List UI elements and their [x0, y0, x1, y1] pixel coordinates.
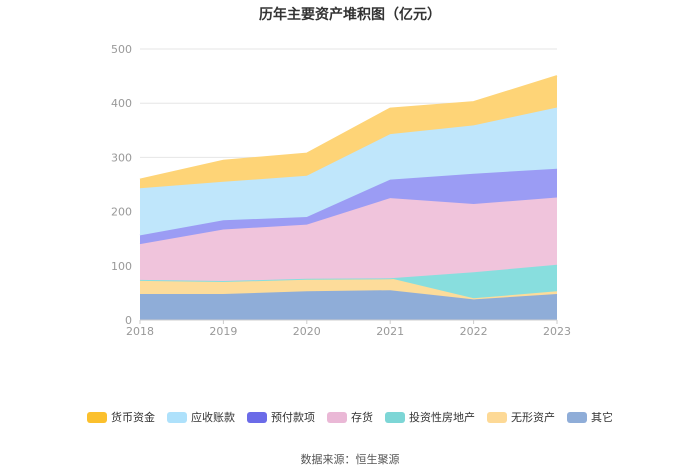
legend-item[interactable]: 无形资产 — [487, 409, 555, 425]
legend-label: 其它 — [591, 411, 613, 424]
area-layer — [139, 75, 558, 320]
x-tick-label: 2020 — [293, 325, 321, 338]
area-edge-货币资金 — [139, 75, 558, 181]
legend: 货币资金 应收账款 预付款项 存货 投资性房地产 无形资产 其它 — [0, 409, 700, 425]
legend-item[interactable]: 预付款项 — [247, 409, 315, 425]
y-tick-label: 300 — [111, 151, 132, 164]
legend-item[interactable]: 其它 — [567, 409, 613, 425]
area-series-应收账款 — [140, 107, 557, 236]
legend-label: 投资性房地产 — [409, 411, 475, 424]
legend-label: 无形资产 — [511, 411, 555, 424]
y-tick-label: 100 — [111, 260, 132, 273]
legend-swatch — [567, 411, 587, 423]
legend-swatch — [167, 411, 187, 423]
area-series-存货 — [140, 197, 557, 281]
y-tick-label: 200 — [111, 206, 132, 219]
x-tick-label: 2022 — [460, 325, 488, 338]
area-series-投资性房地产 — [140, 264, 557, 299]
x-tick-label: 2021 — [376, 325, 404, 338]
x-tick-label: 2023 — [543, 325, 571, 338]
x-tick-label: 2018 — [126, 325, 154, 338]
legend-swatch — [385, 411, 405, 423]
legend-item[interactable]: 应收账款 — [167, 409, 235, 425]
y-tick-label: 400 — [111, 97, 132, 110]
legend-swatch — [487, 411, 507, 423]
legend-item[interactable]: 货币资金 — [87, 409, 155, 425]
x-tick-label: 2019 — [209, 325, 237, 338]
axis-layer: 0 100 200 300 400 500 2018 2019 2020 2021 2022 2023 — [111, 43, 571, 338]
legend-item[interactable]: 投资性房地产 — [385, 409, 475, 425]
legend-item[interactable]: 存货 — [327, 409, 373, 425]
legend-swatch — [327, 411, 347, 423]
legend-swatch — [87, 411, 107, 423]
legend-label: 存货 — [351, 411, 373, 424]
y-tick-label: 500 — [111, 43, 132, 56]
legend-label: 应收账款 — [191, 411, 235, 424]
y-tick-label: 0 — [125, 314, 132, 327]
legend-label: 预付款项 — [271, 411, 315, 424]
chart-title: 历年主要资产堆积图（亿元） — [259, 7, 441, 23]
area-series-预付款项 — [140, 168, 557, 245]
legend-swatch — [247, 411, 267, 423]
data-source: 数据来源：恒生聚源 — [300, 453, 400, 466]
legend-label: 货币资金 — [111, 411, 155, 424]
